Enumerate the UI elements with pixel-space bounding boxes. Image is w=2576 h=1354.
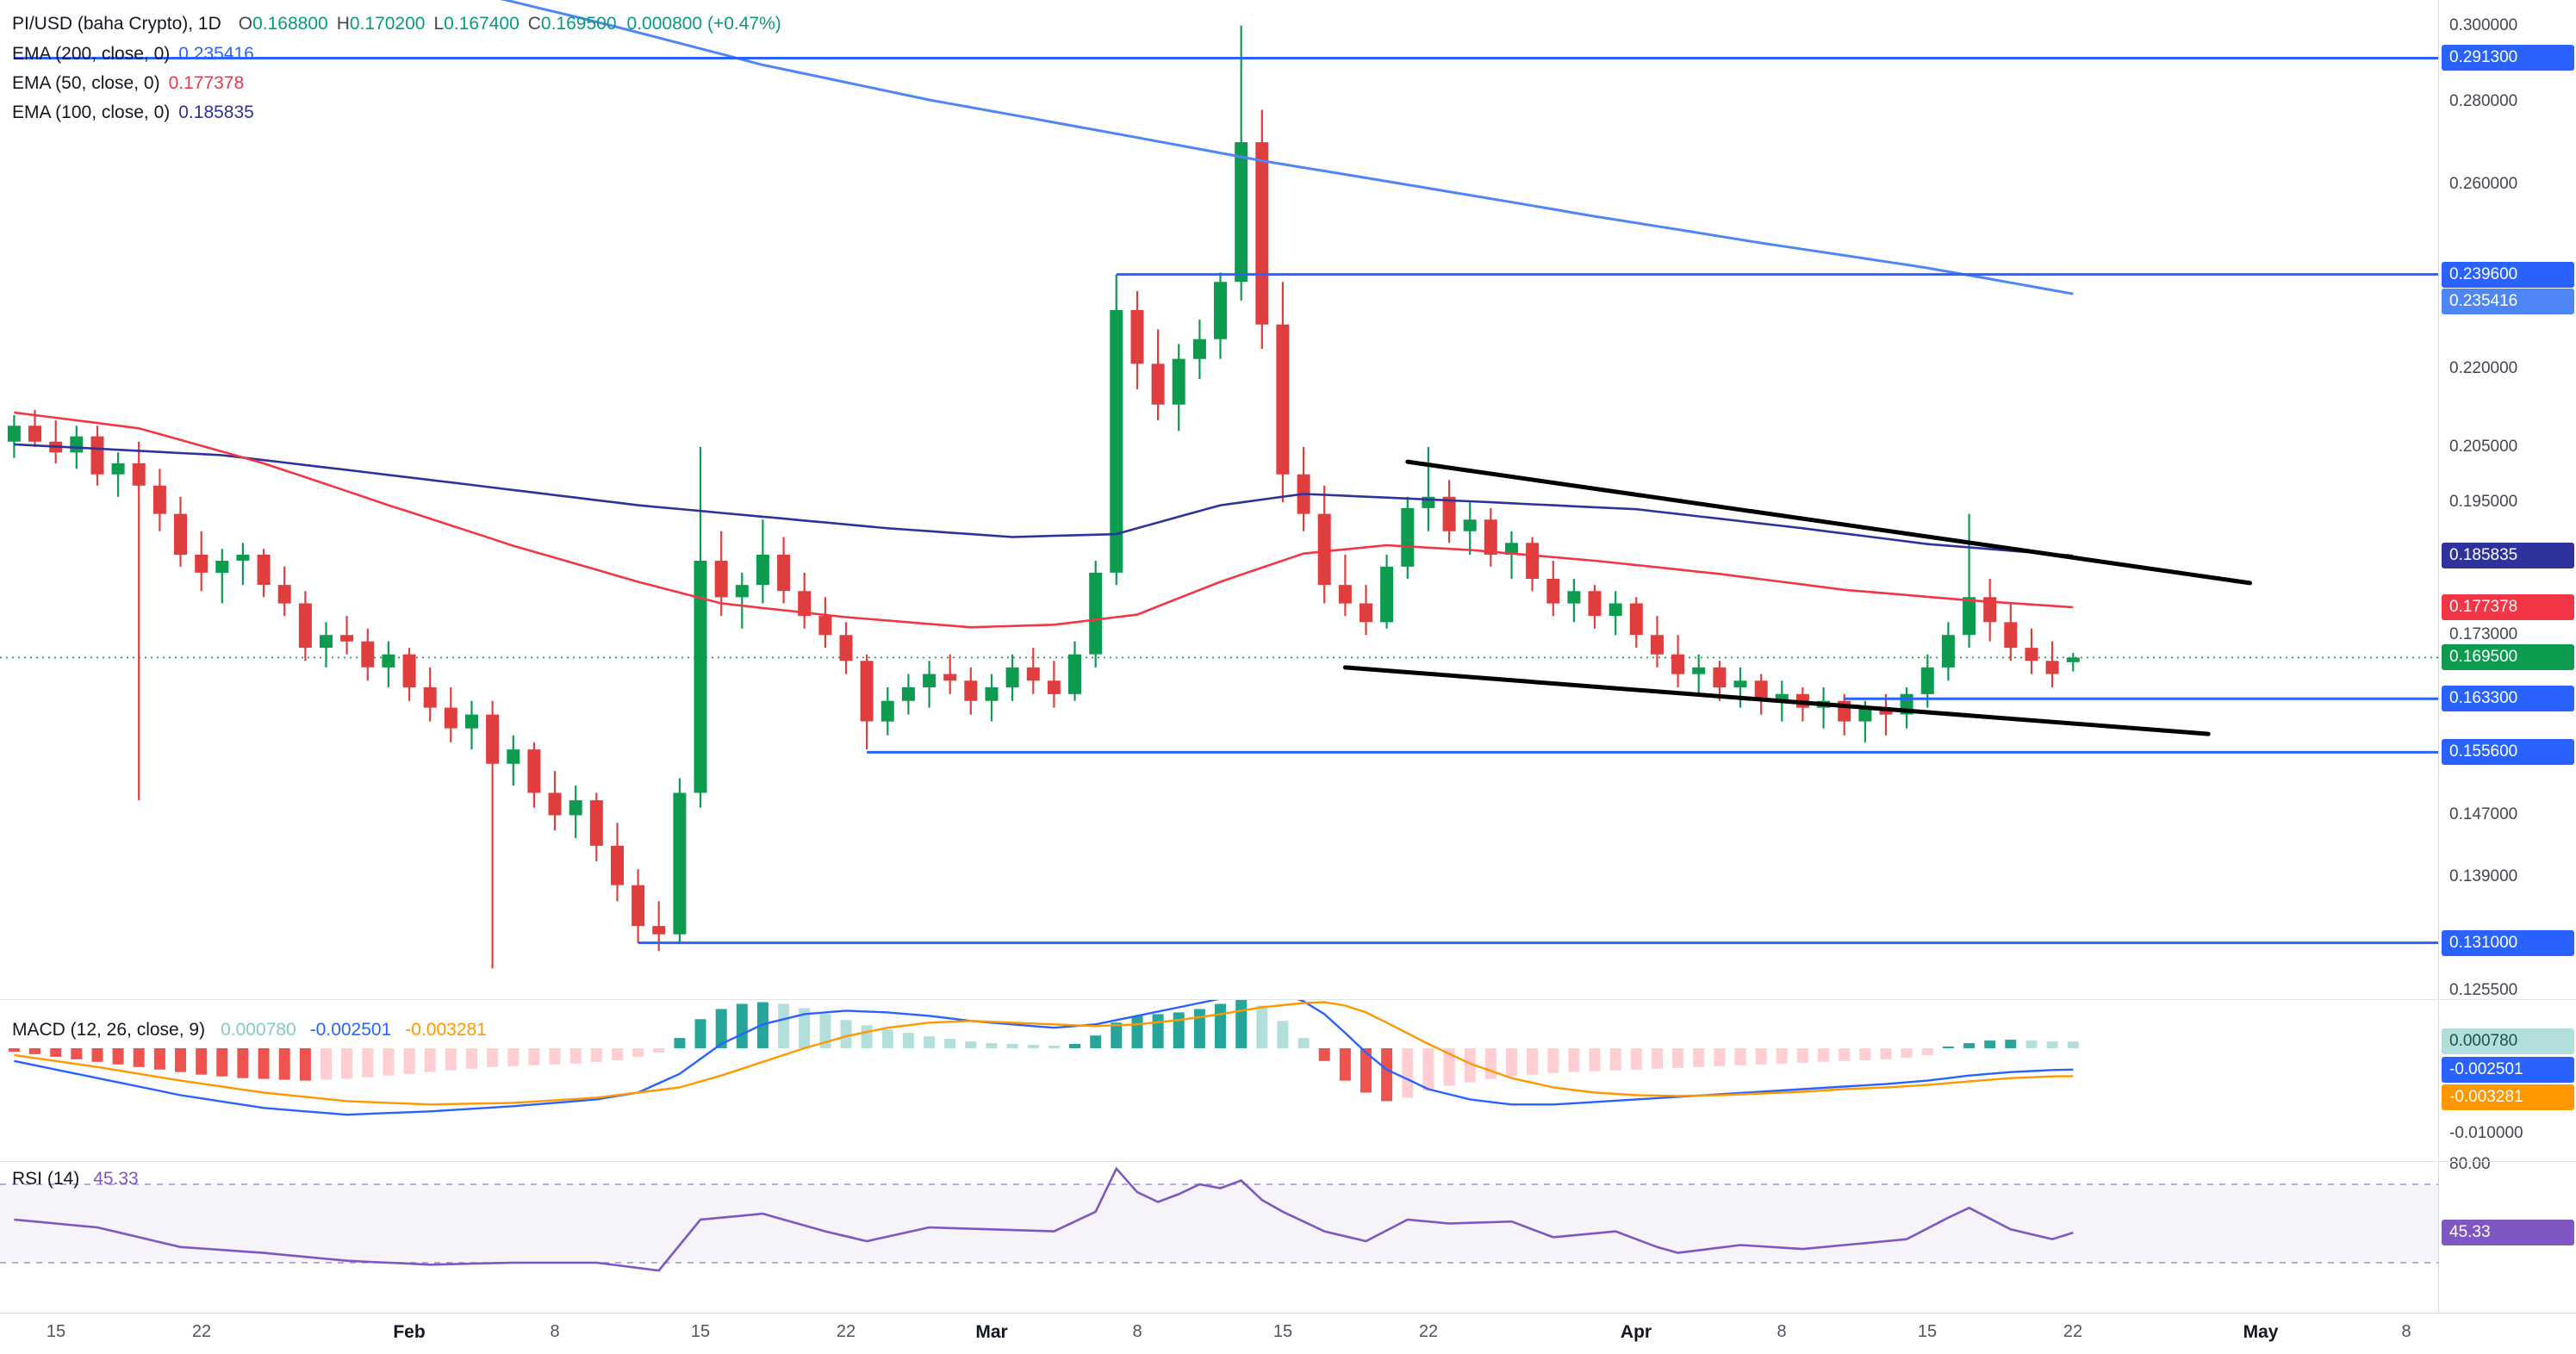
horizontal-level-lines[interactable] [14, 57, 2438, 945]
main-pane[interactable] [0, 0, 2438, 969]
price-badge[interactable]: 0.177378 [2442, 594, 2574, 621]
low-value: 0.167400 [444, 14, 520, 34]
macd-pane-separator [0, 999, 2576, 1000]
price-tick: 0.260000 [2449, 174, 2518, 193]
price-badge[interactable]: 0.131000 [2442, 929, 2574, 956]
macd-badge[interactable]: -0.002501 [2442, 1056, 2574, 1083]
time-axis[interactable]: 15 22 Feb 8 15 22 Mar 8 15 22 Apr 8 15 22 May 8 [0, 1313, 2576, 1354]
time-label-month: Feb [393, 1322, 426, 1342]
rsi-tick: 80.00 [2449, 1155, 2491, 1174]
low-label: L [433, 14, 445, 34]
time-label-day: 22 [836, 1322, 856, 1341]
time-label-day: 22 [191, 1322, 212, 1341]
high-label: H [336, 14, 350, 34]
ema50-value: 0.177378 [168, 73, 245, 93]
time-label-day: 22 [1418, 1322, 1439, 1341]
close-label: C [527, 14, 541, 34]
ema100-legend[interactable]: EMA (100, close, 0) 0.185835 [12, 102, 254, 123]
ema200-legend[interactable]: EMA (200, close, 0) 0.235416 [12, 44, 254, 65]
price-tick: 0.139000 [2449, 867, 2518, 886]
time-label-day: 8 [1132, 1322, 1142, 1341]
time-label-day: 15 [1272, 1322, 1293, 1341]
macd-badge[interactable]: 0.000780 [2442, 1028, 2574, 1055]
ema50-name: EMA (50, close, 0) [12, 73, 160, 93]
time-label-day: 8 [2401, 1322, 2411, 1341]
price-tick: 0.147000 [2449, 805, 2518, 824]
high-value: 0.170200 [349, 14, 426, 34]
ema100-value: 0.185835 [178, 102, 254, 122]
chart-plot-area[interactable]: PI/USD (baha Crypto), 1D O 0.168800 H 0.… [0, 0, 2438, 1313]
macd-badge[interactable]: -0.003281 [2442, 1084, 2574, 1110]
price-tick: 0.125500 [2449, 980, 2518, 999]
rsi-pane-separator [0, 1161, 2576, 1162]
rsi-badge[interactable]: 45.33 [2442, 1220, 2574, 1246]
close-value: 0.169500 [540, 14, 617, 34]
price-badge[interactable]: 0.155600 [2442, 739, 2574, 766]
macd-hist-value: 0.000780 [221, 1020, 296, 1040]
macd-pane[interactable] [8, 992, 2079, 1116]
rsi-name: RSI (14) [12, 1169, 80, 1189]
chart-canvas[interactable] [0, 0, 2438, 1313]
candles-down [28, 109, 2059, 969]
time-label-day: 15 [690, 1322, 711, 1341]
rsi-legend[interactable]: RSI (14) 45.33 [12, 1169, 139, 1189]
time-label-day: 15 [1917, 1322, 1938, 1341]
price-badge[interactable]: 0.163300 [2442, 686, 2574, 712]
price-axis[interactable]: 0.300000 0.280000 0.260000 0.220000 0.205000… [2438, 0, 2576, 1313]
time-label-day: 8 [550, 1322, 560, 1341]
ema200-name: EMA (200, close, 0) [12, 44, 171, 64]
ema-50-line[interactable] [14, 411, 2074, 629]
symbol-title: PI/USD (baha Crypto), 1D [12, 14, 221, 34]
symbol-legend[interactable]: PI/USD (baha Crypto), 1D O 0.168800 H 0.… [12, 14, 781, 34]
macd-signal-line [14, 1001, 2074, 1106]
macd-line [14, 999, 2074, 1116]
rsi-line [14, 1166, 2074, 1272]
ema-200-line[interactable] [14, 0, 2074, 295]
time-label-day: 15 [46, 1322, 66, 1341]
rsi-band [0, 1184, 2438, 1263]
macd-signal-value: -0.003281 [405, 1020, 487, 1040]
macd-legend[interactable]: MACD (12, 26, close, 9) 0.000780 -0.0025… [12, 1020, 487, 1040]
macd-histogram [8, 999, 2079, 1102]
price-tick: 0.280000 [2449, 92, 2518, 111]
trendlines[interactable] [1342, 459, 2252, 736]
rsi-pane[interactable] [0, 1166, 2438, 1272]
price-tick: 0.173000 [2449, 625, 2518, 644]
price-tick: 0.220000 [2449, 359, 2518, 378]
macd-name: MACD (12, 26, close, 9) [12, 1020, 206, 1040]
time-label-month: May [2243, 1322, 2279, 1342]
price-badge[interactable]: 0.239600 [2442, 261, 2574, 288]
candles-up [7, 25, 2080, 943]
macd-line-value: -0.002501 [309, 1020, 392, 1040]
time-label-month: Apr [1620, 1322, 1652, 1342]
price-badge[interactable]: 0.235416 [2442, 288, 2574, 314]
ema100-name: EMA (100, close, 0) [12, 102, 171, 122]
price-tick: 0.300000 [2449, 16, 2518, 34]
macd-tick: -0.010000 [2449, 1124, 2523, 1142]
price-badge[interactable]: 0.185835 [2442, 543, 2574, 569]
ema-100-line[interactable] [14, 443, 2074, 557]
price-badge[interactable]: 0.169500 [2442, 644, 2574, 671]
ema200-value: 0.235416 [178, 44, 254, 64]
time-label-month: Mar [975, 1322, 1008, 1342]
time-label-day: 8 [1776, 1322, 1787, 1341]
price-tick: 0.195000 [2449, 493, 2518, 512]
open-label: O [238, 14, 253, 34]
change-value: 0.000800 (+0.47%) [626, 14, 781, 34]
open-value: 0.168800 [252, 14, 328, 34]
ema50-legend[interactable]: EMA (50, close, 0) 0.177378 [12, 73, 244, 94]
price-badge[interactable]: 0.291300 [2442, 45, 2574, 71]
time-label-day: 22 [2063, 1322, 2083, 1341]
price-tick: 0.205000 [2449, 438, 2518, 457]
rsi-value: 45.33 [93, 1169, 139, 1189]
